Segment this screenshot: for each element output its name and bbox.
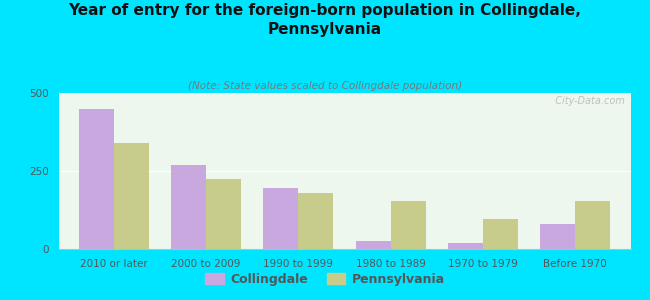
Bar xyxy=(356,241,391,249)
Bar xyxy=(575,201,610,249)
Bar xyxy=(79,109,114,249)
Legend: Collingdale, Pennsylvania: Collingdale, Pennsylvania xyxy=(200,268,450,291)
Bar xyxy=(263,188,298,249)
Bar xyxy=(448,243,483,249)
Bar xyxy=(171,165,206,249)
Text: Year of entry for the foreign-born population in Collingdale,
Pennsylvania: Year of entry for the foreign-born popul… xyxy=(68,3,582,37)
Text: City-Data.com: City-Data.com xyxy=(549,96,625,106)
Bar xyxy=(391,201,426,249)
Bar xyxy=(483,219,518,249)
Text: (Note: State values scaled to Collingdale population): (Note: State values scaled to Collingdal… xyxy=(188,81,462,91)
Bar xyxy=(114,143,149,249)
Bar xyxy=(298,193,333,249)
Bar xyxy=(206,179,241,249)
Bar xyxy=(540,224,575,249)
